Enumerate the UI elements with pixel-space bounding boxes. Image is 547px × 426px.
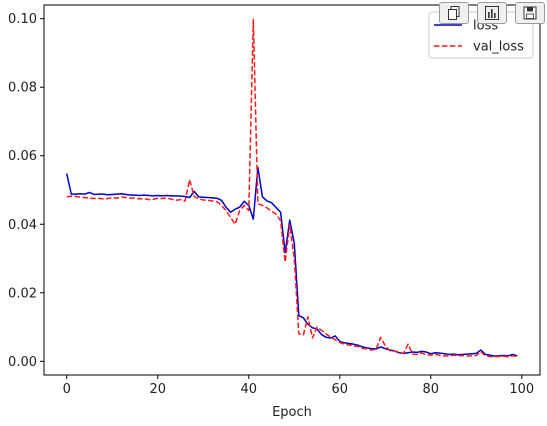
y-tick-label: 0.02	[8, 286, 37, 301]
series-line-val-loss	[66, 18, 518, 358]
chart-options-button[interactable]	[477, 2, 507, 24]
save-icon	[523, 6, 537, 20]
y-tick-label: 0.00	[8, 355, 37, 370]
bar-chart-icon	[485, 6, 499, 20]
x-axis-label: Epoch	[272, 405, 312, 420]
y-tick-label: 0.06	[8, 149, 37, 164]
x-tick-label: 80	[423, 382, 440, 397]
y-tick-label: 0.08	[8, 81, 37, 96]
x-tick-label: 0	[63, 382, 71, 397]
x-tick-label: 40	[240, 382, 257, 397]
copy-button[interactable]	[439, 2, 469, 24]
axes-frame	[43, 4, 541, 376]
y-tick-label: 0.04	[8, 218, 37, 233]
y-tick-label: 0.10	[8, 12, 37, 27]
copy-icon	[448, 6, 460, 20]
ticks-layer: 0 20 40 60 80 100 0.00 0.02 0.04 0.06 0.08 0.10	[8, 12, 534, 397]
legend-label-val-loss: val_loss	[473, 40, 524, 55]
figure-toolbar	[439, 2, 545, 24]
x-tick-label: 20	[149, 382, 166, 397]
plot-content	[66, 18, 518, 358]
save-button[interactable]	[515, 2, 545, 24]
series-line-loss	[66, 166, 518, 357]
x-tick-label: 60	[332, 382, 349, 397]
x-tick-label: 100	[509, 382, 534, 397]
